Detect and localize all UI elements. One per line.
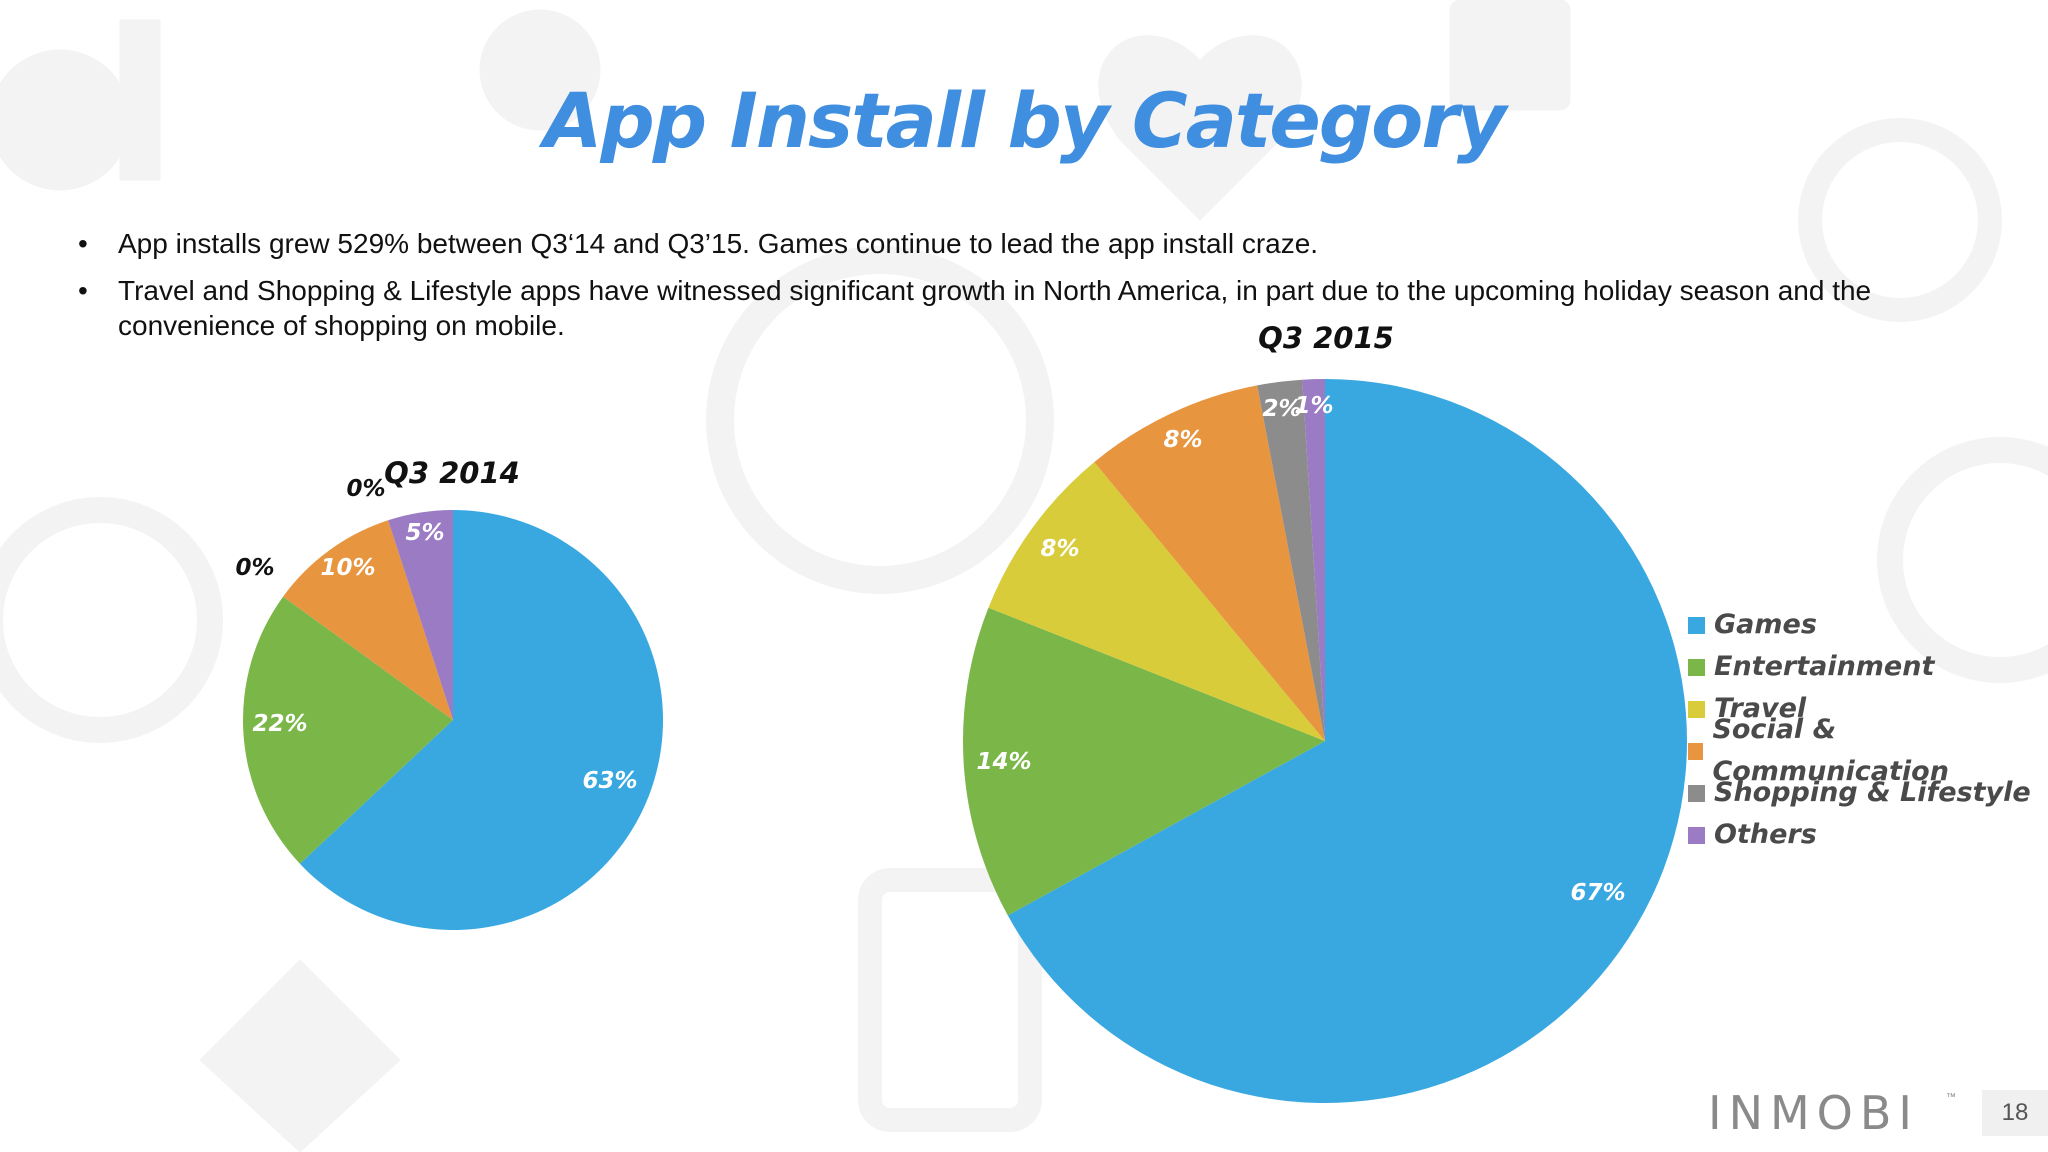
legend-label: Shopping & Lifestyle [1714,777,2031,808]
pie-slice-others [388,510,453,720]
legend-swatch [1688,658,1705,676]
legend-label: Travel [1714,693,1807,724]
slice-label-others: 1% [1294,393,1333,419]
page-number: 18 [1982,1090,2048,1136]
music-note-icon-stem [119,19,161,181]
legend-item-others: Others [1688,814,2048,856]
slice-label-social-communication: 10% [320,555,375,581]
slice-label-games: 67% [1570,880,1625,906]
pie-slice-shopping-lifestyle [1257,379,1325,741]
trademark-mark: ™ [1946,1092,1956,1103]
slice-label-shopping-lifestyle: 0% [346,476,385,502]
slide-title: App Install by Category [543,76,1507,165]
gear-icon [479,9,601,131]
legend-item-shopping-lifestyle: Shopping & Lifestyle [1688,772,2048,814]
legend-swatch [1688,700,1705,718]
legend-label: Others [1714,819,1817,850]
camera-icon-left [0,497,223,743]
legend-swatch [1688,826,1705,844]
pie-slice-social-communication [1094,385,1325,741]
chart-title: Q3 2014 [384,456,520,490]
slice-label-social-communication: 8% [1163,427,1202,453]
pie-chart-q3-2014: 63% 22% 0% 10% 0% 5% Q3 2014 [235,456,663,930]
legend-item-travel: Travel [1688,688,2048,730]
bullet-item: App installs grew 529% between Q3‘14 and… [78,226,1978,261]
pie-slice-social-communication [283,520,453,720]
slice-label-shopping-lifestyle: 2% [1262,396,1301,422]
slice-label-games: 63% [582,768,637,794]
bullet-list: App installs grew 529% between Q3‘14 and… [78,226,1978,355]
pie-chart-q3-2015: 67% 14% 8% 8% 2%1% Q3 2015 [963,321,1688,1103]
pie-slice-games [1007,379,1688,1103]
legend-label: Games [1714,609,1817,640]
legend-item-games: Games [1688,604,2048,646]
legend-swatch [1688,616,1705,634]
tablet-icon [858,868,1042,1132]
legend-swatch [1688,742,1704,760]
pie-slice-travel [988,462,1325,741]
camera-icon [1877,437,2048,683]
legend-label: Social & Communication [1712,714,1949,787]
slice-label-others: 5% [405,520,444,546]
chart-legend: Games Entertainment Travel Social & Communi… [1688,604,2048,856]
pie-slice-others [1302,379,1325,741]
legend-item-social-communication: Social & Communication [1688,714,2048,787]
bullet-item: Travel and Shopping & Lifestyle apps hav… [78,273,1978,343]
diamond-icon [199,959,401,1152]
pie-slice-games [299,510,663,930]
inmobi-logo: INMOBI [1708,1086,1919,1140]
slice-label-travel: 8% [1040,536,1079,562]
legend-swatch [1688,784,1705,802]
legend-label: Entertainment [1714,651,1935,682]
legend-item-entertainment: Entertainment [1688,646,2048,688]
heart-icon [1098,35,1302,221]
slice-label-travel: 0% [235,555,274,581]
chart-title: Q3 2015 [1258,321,1394,355]
pie-slice-entertainment [243,596,453,864]
briefcase-icon [1449,0,1571,111]
slice-label-entertainment: 14% [976,749,1031,775]
slice-label-entertainment: 22% [252,711,307,737]
pie-slice-entertainment [963,607,1325,916]
